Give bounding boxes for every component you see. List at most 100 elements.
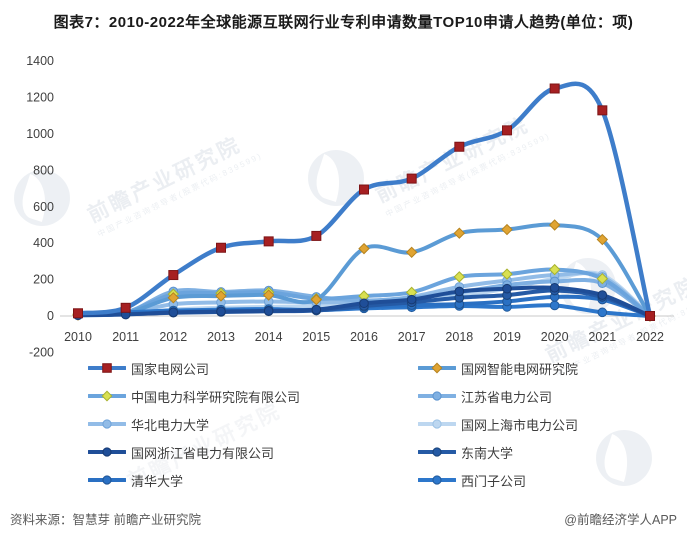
series-marker xyxy=(310,293,323,306)
series-marker xyxy=(597,105,608,116)
series-marker xyxy=(102,363,112,373)
series-marker xyxy=(453,271,466,283)
line-chart-canvas: -200 0 200 400 600 800 1000 1200 1400 2010 2011 201… xyxy=(26,54,674,359)
series-marker xyxy=(432,475,442,485)
series-marker xyxy=(358,242,370,255)
series-marker xyxy=(432,391,442,401)
legend-marker-icon xyxy=(418,419,456,429)
series-marker xyxy=(168,270,179,281)
legend-marker-icon xyxy=(418,447,456,457)
chart-title: 图表7：2010-2022年全球能源互联网行业专利申请数量TOP10申请人趋势(… xyxy=(53,14,634,31)
series-marker xyxy=(102,475,112,485)
x-axis-tick-label: 2016 xyxy=(350,330,378,344)
legend-item-8: 清华大学 xyxy=(88,471,418,489)
y-axis-tick-label: -200 xyxy=(29,345,54,359)
legend-marker-icon xyxy=(88,363,126,373)
figure-footer: 资料来源：智慧芽 前瞻产业研究院 @前瞻经济学人APP xyxy=(0,509,687,528)
legend-label: 国网上海市电力公司 xyxy=(461,417,579,433)
legend-item-6: 国网浙江省电力有限公司 xyxy=(88,443,418,461)
series-marker xyxy=(102,447,112,457)
chart-legend: 国家电网公司 国网智能电网研究院中国电力科学研究院有限公司 江苏省电力公司 华北电力大… xyxy=(88,359,648,489)
series-marker xyxy=(359,184,369,195)
source-note: 资料来源：智慧芽 前瞻产业研究院 xyxy=(10,513,201,527)
series-marker xyxy=(548,219,561,231)
series-marker xyxy=(359,298,369,309)
legend-item-7: 东南大学 xyxy=(418,443,648,461)
x-axis-tick-label: 2017 xyxy=(398,330,426,344)
series-marker xyxy=(645,311,655,321)
series-marker xyxy=(262,289,275,301)
x-axis-tick-label: 2019 xyxy=(493,330,521,344)
legend-label: 清华大学 xyxy=(131,473,184,489)
y-axis-tick-label: 200 xyxy=(33,273,54,287)
y-axis-tick-label: 1400 xyxy=(26,54,54,68)
x-axis-tick-label: 2022 xyxy=(636,330,664,344)
legend-item-4: 华北电力大学 xyxy=(88,415,418,433)
legend-item-5: 国网上海市电力公司 xyxy=(418,415,648,433)
x-axis-tick-label: 2015 xyxy=(302,330,330,344)
legend-marker-icon xyxy=(88,447,126,457)
legend-label: 东南大学 xyxy=(461,445,514,461)
series-marker xyxy=(549,300,560,311)
y-axis-tick-label: 0 xyxy=(47,309,54,323)
legend-label: 国家电网公司 xyxy=(131,361,210,377)
x-axis-tick-label: 2014 xyxy=(255,330,283,344)
x-axis-tick-label: 2011 xyxy=(112,330,139,344)
x-axis-tick-label: 2010 xyxy=(64,330,92,344)
series-marker xyxy=(596,272,609,285)
series-marker xyxy=(453,227,466,239)
series-marker xyxy=(263,306,274,316)
series-marker xyxy=(101,390,113,402)
legend-marker-icon xyxy=(418,391,456,401)
series-marker xyxy=(432,447,442,457)
series-marker xyxy=(120,302,131,313)
series-marker xyxy=(501,268,513,280)
legend-label: 中国电力科学研究院有限公司 xyxy=(131,389,301,405)
series-marker xyxy=(216,306,226,317)
legend-item-0: 国家电网公司 xyxy=(88,359,418,377)
legend-marker-icon xyxy=(88,419,126,429)
chart-area: -200 0 200 400 600 800 1000 1200 1400 2010 2011 201… xyxy=(26,54,674,359)
series-marker xyxy=(311,304,322,315)
series-marker xyxy=(102,419,112,429)
legend-marker-icon xyxy=(88,390,126,402)
series-marker xyxy=(167,292,180,304)
legend-item-2: 中国电力科学研究院有限公司 xyxy=(88,387,418,405)
series-marker xyxy=(549,282,560,293)
series-marker xyxy=(406,294,417,305)
y-axis-tick-label: 600 xyxy=(33,200,54,214)
credit-note: @前瞻经济学人APP xyxy=(564,513,677,527)
series-marker xyxy=(454,286,465,297)
x-axis-tick-label: 2020 xyxy=(541,330,569,344)
series-marker xyxy=(596,233,609,246)
y-axis-tick-label: 1000 xyxy=(26,127,54,141)
legend-marker-icon xyxy=(418,362,456,374)
series-marker xyxy=(501,223,513,236)
legend-label: 国网智能电网研究院 xyxy=(461,361,579,377)
y-axis-tick-label: 1200 xyxy=(26,91,54,105)
series-marker xyxy=(216,242,226,253)
legend-marker-icon xyxy=(88,475,126,485)
y-axis-tick-label: 800 xyxy=(33,163,54,177)
legend-item-3: 江苏省电力公司 xyxy=(418,387,648,405)
series-marker xyxy=(548,263,561,276)
x-axis-tick-label: 2013 xyxy=(207,330,235,344)
series-marker xyxy=(405,246,418,259)
x-axis-tick-label: 2021 xyxy=(588,330,616,344)
series-marker xyxy=(549,83,560,94)
series-marker xyxy=(215,290,227,302)
series-marker xyxy=(454,141,465,152)
series-marker xyxy=(406,173,417,184)
series-0 xyxy=(73,81,655,321)
series-marker xyxy=(73,308,83,319)
legend-item-9: 西门子公司 xyxy=(418,471,648,489)
legend-label: 国网浙江省电力有限公司 xyxy=(131,445,275,461)
legend-label: 西门子公司 xyxy=(461,473,527,489)
series-marker xyxy=(502,125,512,136)
series-marker xyxy=(263,236,274,247)
x-axis-tick-label: 2018 xyxy=(445,330,473,344)
series-marker xyxy=(502,283,512,294)
series-marker xyxy=(597,290,608,300)
y-axis-tick-label: 400 xyxy=(33,236,54,250)
